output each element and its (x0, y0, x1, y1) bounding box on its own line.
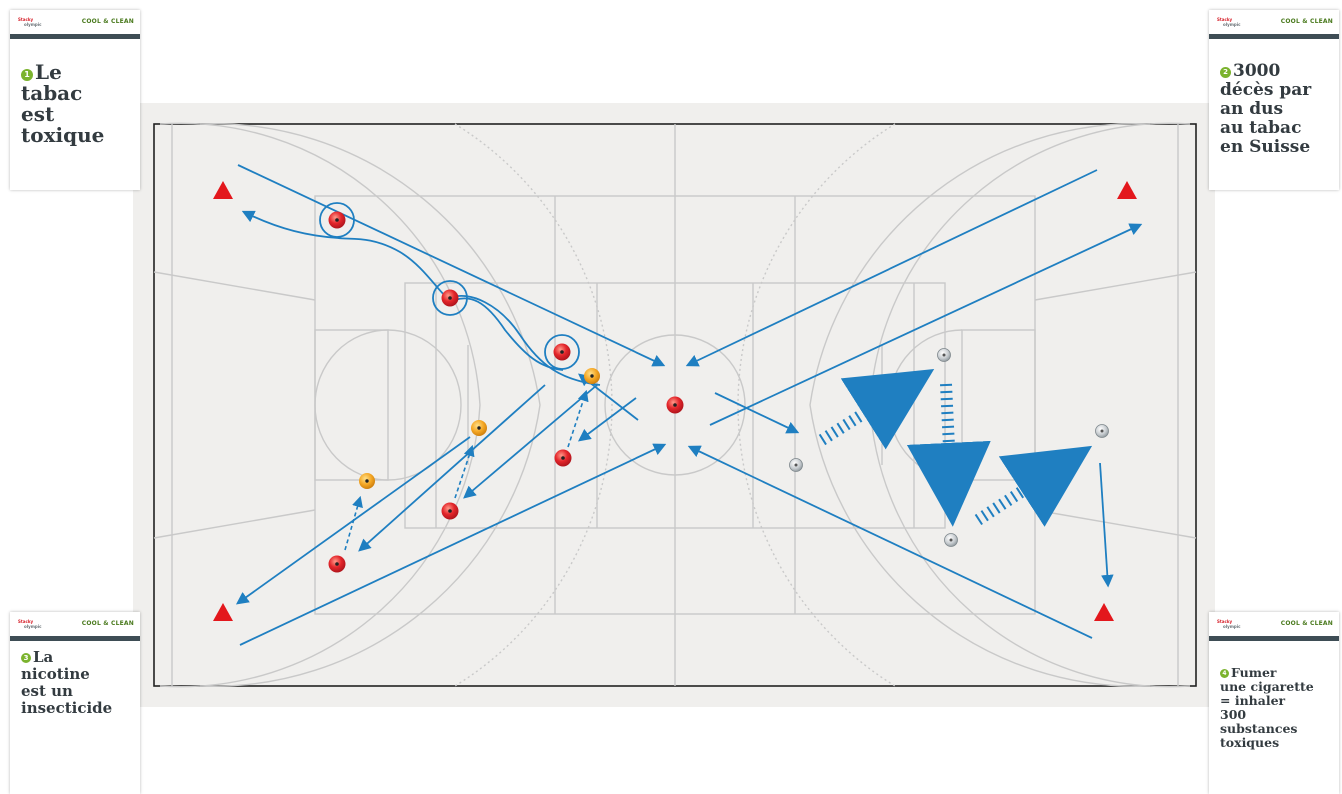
card-1: Stacky olympic COOL & CLEAN 1 Le tabac est… (10, 10, 140, 190)
brand-label: COOL & CLEAN (1280, 18, 1333, 25)
player-red-icon (553, 343, 571, 361)
card-header: Stacky olympic COOL & CLEAN (10, 10, 140, 39)
card-2: Stacky olympic COOL & CLEAN 2 3000 décès p… (1209, 10, 1339, 190)
cone-icon (1117, 181, 1137, 199)
pass-arrow-icon (1099, 462, 1114, 588)
cone-icon (213, 181, 233, 199)
card-text: 2 3000 décès par an dus au tabac en Suiss… (1220, 62, 1311, 157)
player-rings (319, 202, 580, 370)
player-grey-icon (1095, 424, 1109, 438)
card-4: Stacky olympic COOL & CLEAN 4 Fumer une ci… (1209, 612, 1339, 794)
brand-label: COOL & CLEAN (1280, 620, 1333, 627)
pass-arrow-icon (687, 445, 1093, 639)
card-message: La nicotine est un insecticide (21, 648, 113, 717)
number-badge: 4 (1220, 669, 1229, 678)
logo-icon: Stacky olympic (18, 619, 42, 629)
brand-label: COOL & CLEAN (81, 620, 134, 627)
card-message: Fumer une cigarette = inhaler 300 substa… (1220, 665, 1314, 750)
number-badge: 2 (1220, 67, 1231, 78)
player-red-icon (666, 396, 684, 414)
player-grey-icon (944, 533, 958, 547)
pass-arrow-icon (577, 397, 637, 442)
pass-arrow-icon (358, 384, 546, 552)
player-orange-icon (471, 420, 487, 436)
player-orange-icon (359, 473, 375, 489)
logo-icon: Stacky olympic (1217, 17, 1241, 27)
movement-arrows (235, 164, 1143, 646)
cone-icon (1094, 603, 1114, 621)
cone-icon (213, 603, 233, 621)
card-text: 3 La nicotine est un insecticide (21, 649, 112, 717)
card-text: 4 Fumer une cigarette = inhaler 300 subst… (1220, 666, 1314, 750)
dashed-arrows (344, 369, 1093, 551)
player-red-icon (441, 289, 459, 307)
pass-arrow-icon (237, 164, 666, 367)
card-text: 1 Le tabac est toxique (21, 62, 104, 146)
number-badge: 1 (21, 69, 33, 81)
card-header: Stacky olympic COOL & CLEAN (1209, 612, 1339, 641)
number-badge: 3 (21, 653, 31, 663)
card-message: 3000 décès par an dus au tabac en Suisse (1220, 61, 1312, 157)
players (328, 211, 1109, 573)
dribble-arrow-icon (241, 210, 564, 371)
player-orange-icon (584, 368, 600, 384)
player-grey-icon (789, 458, 803, 472)
player-red-icon (328, 211, 346, 229)
player-red-icon (328, 555, 346, 573)
card-3: Stacky olympic COOL & CLEAN 3 La nicotine … (10, 612, 140, 794)
logo-icon: Stacky olympic (18, 17, 42, 27)
pass-arrow-icon (685, 169, 1098, 367)
cones (213, 181, 1137, 621)
brand-label: COOL & CLEAN (81, 18, 134, 25)
pass-arrow-icon (239, 443, 667, 646)
pass-arrow-icon (714, 392, 800, 434)
logo-icon: Stacky olympic (1217, 619, 1241, 629)
card-header: Stacky olympic COOL & CLEAN (1209, 10, 1339, 39)
pass-arrow-icon (463, 384, 598, 499)
card-message: Le tabac est toxique (21, 60, 105, 147)
player-grey-icon (937, 348, 951, 362)
court-lines (153, 122, 1197, 688)
player-red-icon (554, 449, 572, 467)
player-red-icon (441, 502, 459, 520)
card-header: Stacky olympic COOL & CLEAN (10, 612, 140, 641)
pass-arrow-icon (709, 223, 1143, 426)
